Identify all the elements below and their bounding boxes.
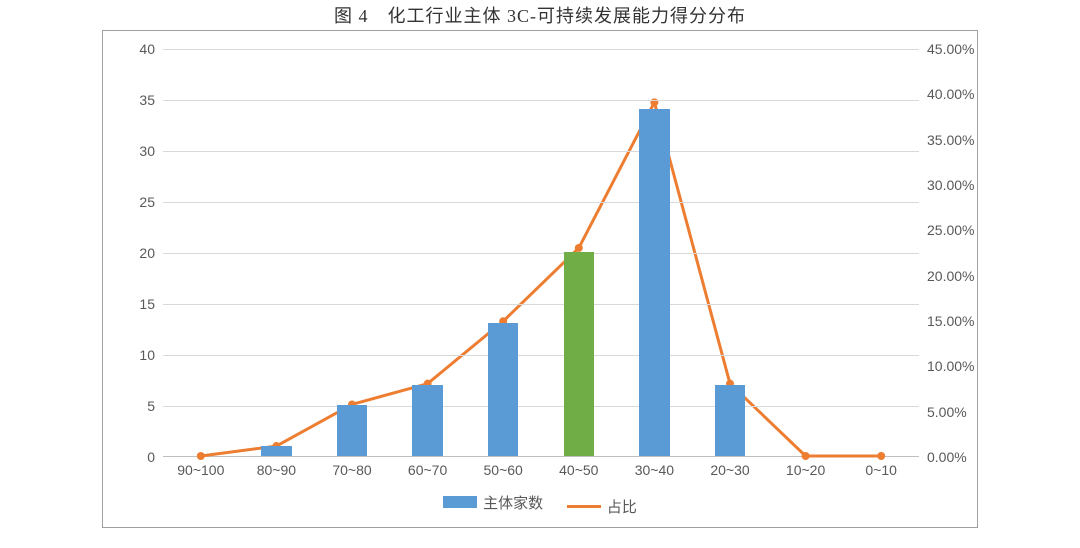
legend-line-label: 占比 — [607, 496, 637, 517]
y-right-tick-label: 30.00% — [919, 177, 979, 193]
gridline — [163, 49, 919, 50]
y-right-tick-label: 5.00% — [919, 404, 979, 420]
bar — [412, 385, 442, 456]
x-tick-label: 40~50 — [559, 456, 598, 478]
legend-swatch-bar — [443, 496, 477, 508]
x-tick-label: 0~10 — [865, 456, 897, 478]
x-tick-label: 60~70 — [408, 456, 447, 478]
y-left-tick-label: 15 — [113, 296, 163, 312]
x-tick-label: 70~80 — [332, 456, 371, 478]
line-path — [201, 102, 881, 456]
gridline — [163, 253, 919, 254]
y-right-tick-label: 20.00% — [919, 268, 979, 284]
legend-item-line: 占比 — [567, 496, 637, 517]
x-tick-label: 50~60 — [484, 456, 523, 478]
y-right-tick-label: 10.00% — [919, 358, 979, 374]
y-left-tick-label: 0 — [113, 449, 163, 465]
legend-item-bar: 主体家数 — [443, 492, 543, 513]
x-tick-label: 90~100 — [177, 456, 224, 478]
y-left-tick-label: 35 — [113, 92, 163, 108]
legend-swatch-line — [567, 505, 601, 508]
y-right-tick-label: 45.00% — [919, 41, 979, 57]
gridline — [163, 100, 919, 101]
line-marker — [575, 244, 583, 252]
y-right-tick-label: 15.00% — [919, 313, 979, 329]
y-right-tick-label: 35.00% — [919, 132, 979, 148]
bar — [564, 252, 594, 456]
chart-figure: 图 4 化工行业主体 3C-可持续发展能力得分分布 0 5 10 15 20 25 30 35… — [0, 0, 1080, 548]
y-left-tick-label: 40 — [113, 41, 163, 57]
y-left-tick-label: 30 — [113, 143, 163, 159]
bar — [261, 446, 291, 456]
y-left-tick-label: 20 — [113, 245, 163, 261]
bar — [488, 323, 518, 456]
x-tick-label: 10~20 — [786, 456, 825, 478]
gridline — [163, 406, 919, 407]
y-right-tick-label: 40.00% — [919, 86, 979, 102]
y-left-tick-label: 10 — [113, 347, 163, 363]
x-tick-label: 80~90 — [257, 456, 296, 478]
gridline — [163, 304, 919, 305]
plot-area: 05101520253035400.00%5.00%10.00%15.00%20… — [163, 49, 919, 457]
bar — [639, 109, 669, 456]
gridline — [163, 355, 919, 356]
bar — [337, 405, 367, 456]
chart-title: 图 4 化工行业主体 3C-可持续发展能力得分分布 — [0, 0, 1080, 28]
legend: 主体家数 占比 — [103, 492, 977, 518]
gridline — [163, 151, 919, 152]
chart-container: 0 5 10 15 20 25 30 35 40 0.00% 5.00% 10.00% 15.00% 20… — [102, 30, 978, 528]
x-tick-label: 20~30 — [710, 456, 749, 478]
y-right-tick-label: 0.00% — [919, 449, 979, 465]
legend-bar-label: 主体家数 — [483, 492, 543, 513]
y-left-tick-label: 5 — [113, 398, 163, 414]
gridline — [163, 202, 919, 203]
bar — [715, 385, 745, 456]
y-right-tick-label: 25.00% — [919, 222, 979, 238]
x-tick-label: 30~40 — [635, 456, 674, 478]
y-left-tick-label: 25 — [113, 194, 163, 210]
